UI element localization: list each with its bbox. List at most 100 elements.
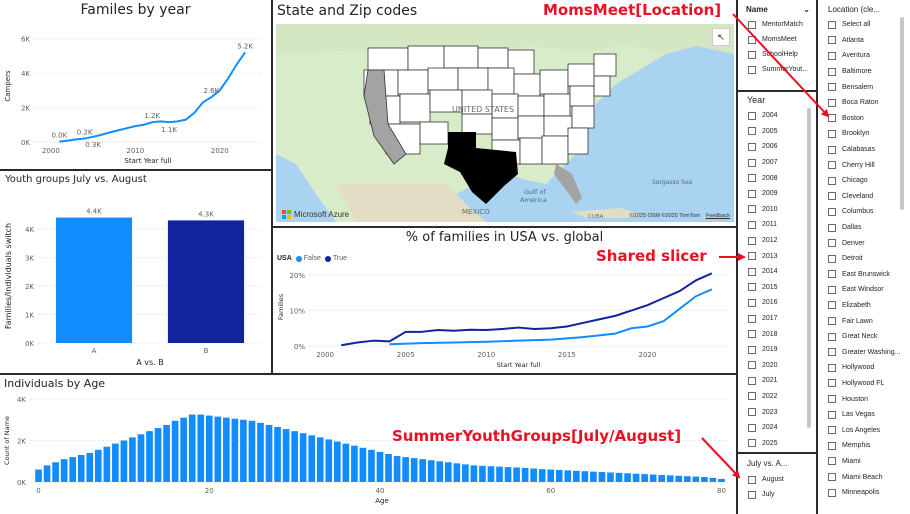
- location-slicer-item[interactable]: Los Angeles: [828, 422, 901, 438]
- year-scrollbar[interactable]: [807, 108, 811, 428]
- location-slicer-item[interactable]: Detroit: [828, 251, 901, 267]
- checkbox-icon[interactable]: [748, 345, 756, 354]
- year-slicer-item[interactable]: 2013: [748, 248, 778, 264]
- year-slicer[interactable]: Year 2004 2005 2006 2007 2008 2009 2010 2011 201…: [738, 92, 818, 454]
- checkbox-icon[interactable]: [828, 129, 836, 138]
- location-slicer-item[interactable]: East Windsor: [828, 282, 901, 298]
- location-slicer-item[interactable]: Fair Lawn: [828, 313, 901, 329]
- year-slicer-item[interactable]: 2009: [748, 186, 778, 202]
- checkbox-icon[interactable]: [828, 98, 836, 107]
- location-slicer-item[interactable]: Baltimore: [828, 64, 901, 80]
- location-slicer-item[interactable]: Select all: [828, 17, 901, 33]
- year-slicer-item[interactable]: 2010: [748, 202, 778, 218]
- checkbox-icon[interactable]: [828, 83, 836, 92]
- checkbox-icon[interactable]: [828, 176, 836, 185]
- checkbox-icon[interactable]: [748, 174, 756, 183]
- checkbox-icon[interactable]: [748, 252, 756, 261]
- year-slicer-item[interactable]: 2020: [748, 358, 778, 374]
- location-slicer-item[interactable]: Elizabeth: [828, 298, 901, 314]
- checkbox-icon[interactable]: [828, 332, 836, 341]
- checkbox-icon[interactable]: [748, 142, 756, 151]
- checkbox-icon[interactable]: [748, 205, 756, 214]
- checkbox-icon[interactable]: [748, 20, 756, 29]
- location-slicer-item[interactable]: Atlanta: [828, 33, 901, 49]
- year-slicer-item[interactable]: 2022: [748, 389, 778, 405]
- checkbox-icon[interactable]: [748, 236, 756, 245]
- name-slicer-item[interactable]: MomsMeet: [748, 32, 808, 47]
- location-slicer-item[interactable]: Bensalem: [828, 79, 901, 95]
- checkbox-icon[interactable]: [828, 301, 836, 310]
- checkbox-icon[interactable]: [828, 379, 836, 388]
- map-feedback-link[interactable]: Feedback: [705, 213, 730, 219]
- chevron-down-icon[interactable]: ⌄: [803, 5, 810, 14]
- location-slicer-item[interactable]: Houston: [828, 391, 901, 407]
- location-slicer-item[interactable]: Miami Beach: [828, 469, 901, 485]
- name-slicer-item[interactable]: MentorMatch: [748, 17, 808, 32]
- year-slicer-item[interactable]: 2015: [748, 280, 778, 296]
- location-slicer-item[interactable]: Boston: [828, 111, 901, 127]
- location-slicer-item[interactable]: Hollywood FL: [828, 376, 901, 392]
- year-slicer-item[interactable]: 2004: [748, 108, 778, 124]
- year-slicer-item[interactable]: 2014: [748, 264, 778, 280]
- checkbox-icon[interactable]: [748, 50, 756, 59]
- year-slicer-item[interactable]: 2005: [748, 124, 778, 140]
- checkbox-icon[interactable]: [748, 35, 756, 44]
- location-slicer-item[interactable]: Boca Raton: [828, 95, 901, 111]
- checkbox-icon[interactable]: [828, 161, 836, 170]
- year-slicer-item[interactable]: 2017: [748, 311, 778, 327]
- checkbox-icon[interactable]: [748, 423, 756, 432]
- name-slicer[interactable]: Name ⌄ MentorMatch MomsMeet SchoolHelp Summ…: [738, 0, 818, 92]
- checkbox-icon[interactable]: [748, 65, 756, 74]
- checkbox-icon[interactable]: [828, 457, 836, 466]
- checkbox-icon[interactable]: [828, 51, 836, 60]
- checkbox-icon[interactable]: [748, 111, 756, 120]
- name-slicer-item[interactable]: SummerYout...: [748, 62, 808, 77]
- checkbox-icon[interactable]: [748, 298, 756, 307]
- checkbox-icon[interactable]: [748, 189, 756, 198]
- july-august-slicer[interactable]: July vs. A... August July: [738, 454, 818, 514]
- location-scrollbar[interactable]: [900, 17, 904, 210]
- checkbox-icon[interactable]: [828, 20, 836, 29]
- individuals-by-age-panel[interactable]: Individuals by Age 0K 2K 4K 0 20 40 60 80 Age Cou…: [0, 375, 738, 514]
- map-canvas[interactable]: UNITED STATES Gulf of America Sargasso S…: [276, 24, 734, 222]
- checkbox-icon[interactable]: [828, 488, 836, 497]
- location-slicer-item[interactable]: Aventura: [828, 48, 901, 64]
- location-slicer-item[interactable]: East Brunswick: [828, 267, 901, 283]
- checkbox-icon[interactable]: [828, 363, 836, 372]
- checkbox-icon[interactable]: [748, 127, 756, 136]
- year-slicer-item[interactable]: 2006: [748, 139, 778, 155]
- checkbox-icon[interactable]: [828, 473, 836, 482]
- checkbox-icon[interactable]: [748, 220, 756, 229]
- year-slicer-item[interactable]: 2007: [748, 155, 778, 171]
- location-slicer-item[interactable]: Memphis: [828, 438, 901, 454]
- location-slicer-item[interactable]: Minneapolis: [828, 485, 901, 501]
- checkbox-icon[interactable]: [828, 239, 836, 248]
- location-slicer-item[interactable]: Great Neck: [828, 329, 901, 345]
- year-slicer-item[interactable]: 2025: [748, 435, 778, 451]
- year-slicer-item[interactable]: 2011: [748, 217, 778, 233]
- checkbox-icon[interactable]: [828, 285, 836, 294]
- checkbox-icon[interactable]: [828, 207, 836, 216]
- name-slicer-item[interactable]: SchoolHelp: [748, 47, 808, 62]
- checkbox-icon[interactable]: [748, 490, 756, 499]
- july-slicer-item[interactable]: July: [748, 487, 784, 502]
- checkbox-icon[interactable]: [748, 408, 756, 417]
- youth-groups-panel[interactable]: Youth groups July vs. August 0K 1K 2K 3K 4K 4…: [0, 171, 273, 375]
- checkbox-icon[interactable]: [828, 395, 836, 404]
- checkbox-icon[interactable]: [828, 426, 836, 435]
- checkbox-icon[interactable]: [828, 36, 836, 45]
- year-slicer-item[interactable]: 2024: [748, 420, 778, 436]
- location-slicer-item[interactable]: Denver: [828, 235, 901, 251]
- year-slicer-item[interactable]: 2012: [748, 233, 778, 249]
- year-slicer-item[interactable]: 2008: [748, 170, 778, 186]
- checkbox-icon[interactable]: [828, 145, 836, 154]
- location-slicer[interactable]: Location (cle... Select all Atlanta Aventu…: [818, 0, 910, 514]
- checkbox-icon[interactable]: [748, 314, 756, 323]
- location-slicer-item[interactable]: Calabasas: [828, 142, 901, 158]
- checkbox-icon[interactable]: [828, 192, 836, 201]
- map-panel[interactable]: State and Zip codes UNITED STATES Gulf o…: [273, 0, 738, 228]
- location-slicer-item[interactable]: Miami: [828, 454, 901, 470]
- year-slicer-item[interactable]: 2019: [748, 342, 778, 358]
- year-slicer-item[interactable]: 2016: [748, 295, 778, 311]
- checkbox-icon[interactable]: [828, 67, 836, 76]
